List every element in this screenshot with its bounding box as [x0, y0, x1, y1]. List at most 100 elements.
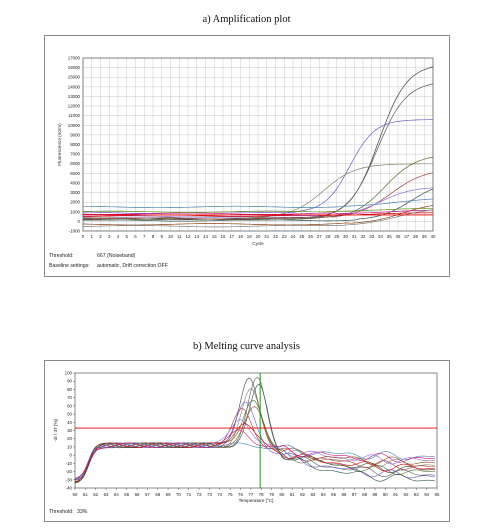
melting-curve	[74, 388, 435, 484]
x-tick-label: 35	[387, 234, 392, 239]
x-tick-label: 0	[82, 234, 85, 239]
melting-curve	[74, 423, 435, 482]
x-tick-label: 62	[93, 492, 98, 497]
amplification-curve	[83, 205, 434, 226]
melting-curve-plot: 60 61 62 63 64 65 66 67 68 69 70 71 72 73 74 75 76 77 78 79…	[53, 371, 440, 504]
y-tick-label: -20	[66, 469, 73, 474]
x-tick-label: 28	[326, 234, 331, 239]
caption-melting-curve: b) Melting curve analysis	[192, 341, 300, 352]
x-tick-label: 27	[317, 234, 322, 239]
amplification-curve	[82, 209, 434, 228]
x-tick-label: 8	[152, 234, 155, 239]
amplification-curve	[83, 119, 434, 214]
x-tick-label: 85	[331, 492, 336, 497]
y-tick-label: 70	[67, 395, 72, 400]
y-tick-label: 80	[67, 387, 72, 392]
melting-curve	[74, 401, 435, 483]
x-tick-label: 68	[155, 492, 160, 497]
melting-curve	[74, 383, 435, 484]
x-tick-label: 36	[396, 234, 401, 239]
y-tick-label: 7000	[70, 152, 80, 157]
y-tick-label: 100	[65, 371, 73, 376]
baseline-settings-label: Baseline settings:	[49, 263, 90, 269]
x-tick-label: 61	[83, 492, 88, 497]
x-tick-label: 83	[310, 492, 315, 497]
y-tick-label: 16000	[68, 65, 81, 70]
x-tick-label: 93	[414, 492, 419, 497]
x-tick-label: 37	[404, 234, 409, 239]
y-tick-label: 30	[67, 428, 72, 433]
x-tick-label: 21	[264, 234, 269, 239]
x-tick-label: 75	[228, 492, 233, 497]
y-tick-label: 3000	[70, 190, 80, 195]
baseline-settings-readout: Baseline settings: automatic, Drift corre…	[49, 263, 168, 269]
x-tick-label: 74	[217, 492, 222, 497]
x-tick-label: 9	[161, 234, 164, 239]
threshold-label: Threshold:	[49, 253, 74, 259]
x-tick-label: 69	[166, 492, 171, 497]
x-tick-label: 26	[308, 234, 313, 239]
y-tick-label: 50	[67, 412, 72, 417]
x-tick-label: 67	[145, 492, 150, 497]
x-tick-label: 89	[372, 492, 377, 497]
melting-curve	[74, 442, 435, 481]
x-tick-label: 82	[300, 492, 305, 497]
x-tick-label: 14	[203, 234, 208, 239]
y-tick-label: 12000	[68, 104, 81, 109]
x-tick-label: 88	[362, 492, 367, 497]
x-tick-label: 20	[256, 234, 261, 239]
x-tick-label: 72	[197, 492, 202, 497]
x-tick-label: 1	[91, 234, 94, 239]
x-tick-label: 76	[238, 492, 243, 497]
x-tick-label: 11	[177, 234, 182, 239]
x-tick-label: 91	[393, 492, 398, 497]
y-tick-label: 4000	[70, 180, 80, 185]
y-tick-label: 10000	[68, 123, 81, 128]
amplification-curve	[83, 198, 434, 209]
x-tick-label: 31	[352, 234, 357, 239]
y-tick-label: 0	[78, 219, 81, 224]
x-tick-label: 86	[341, 492, 346, 497]
x-tick-label: 13	[194, 234, 199, 239]
y-tick-label: 10	[67, 444, 72, 449]
x-tick-label: 81	[290, 492, 295, 497]
x-tick-label: 40	[431, 234, 436, 239]
x-tick-label: 77	[248, 492, 253, 497]
y-tick-label: 2000	[70, 200, 80, 205]
melting-threshold-readout: Threshold: 33%	[49, 509, 87, 515]
x-tick-label: 32	[361, 234, 366, 239]
x-tick-label: 24	[291, 234, 296, 239]
y-tick-label: 11000	[68, 113, 80, 118]
melting-threshold-value: 33%	[77, 509, 88, 515]
y-tick-label: 14000	[68, 84, 81, 89]
caption-amplification: a) Amplification plot	[202, 14, 291, 25]
x-tick-label: 92	[404, 492, 409, 497]
y-tick-label: 15000	[68, 75, 81, 80]
x-tick-label: 63	[104, 492, 109, 497]
y-tick-label: 20	[67, 436, 72, 441]
amplification-curve	[82, 156, 434, 221]
melting-curve	[74, 419, 435, 480]
amplification-curve	[82, 188, 434, 222]
x-tick-label: 79	[269, 492, 274, 497]
x-tick-label: 71	[186, 492, 191, 497]
x-tick-label: 5	[126, 234, 129, 239]
y-tick-label: -10	[66, 461, 73, 466]
x-tick-label: 34	[378, 234, 383, 239]
x-tick-label: 19	[247, 234, 252, 239]
x-tick-label: 80	[279, 492, 284, 497]
x-tick-label: 12	[186, 234, 191, 239]
x-tick-label: 15	[212, 234, 217, 239]
baseline-settings-value: automatic, Drift correction OFF	[97, 263, 168, 269]
y-tick-label: 6000	[70, 161, 80, 166]
y-tick-label: 60	[67, 403, 72, 408]
y-tick-label: -40	[66, 486, 73, 491]
x-tick-label: 7	[143, 234, 146, 239]
y-tick-label: 40	[67, 420, 72, 425]
threshold-value: 667 (Noiseband)	[97, 253, 136, 259]
y-axis-label: Fluorescence (norm)	[57, 123, 62, 166]
y-tick-label: 13000	[68, 94, 81, 99]
x-tick-label: 18	[238, 234, 243, 239]
x-tick-label: 84	[321, 492, 326, 497]
x-tick-label: 3	[108, 234, 111, 239]
